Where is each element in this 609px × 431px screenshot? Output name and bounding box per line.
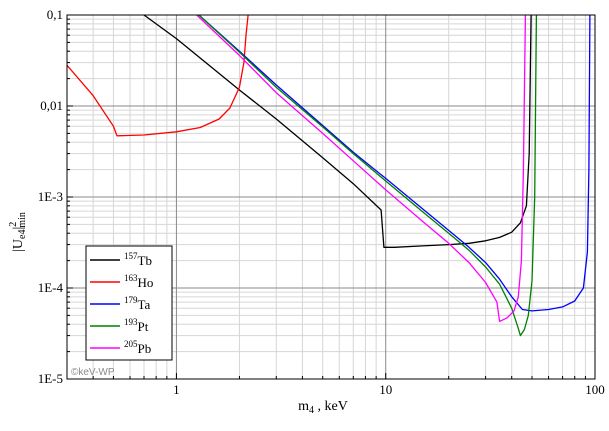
legend-label-179ta: 179Ta	[124, 295, 151, 312]
series-line-157tb	[143, 15, 532, 248]
y-tick-label: 1E-4	[38, 280, 64, 295]
y-tick-label: 0,01	[40, 98, 63, 113]
legend: 157Tb 163Ho 179Ta 193Pt 205Pb	[85, 245, 173, 361]
y-tick-label: 1E-5	[38, 371, 63, 386]
y-tick-label: 1E-3	[38, 189, 63, 204]
legend-label-205pb: 205Pb	[124, 339, 151, 356]
x-tick-label: 100	[585, 382, 605, 397]
y-tick-label: 0,1	[47, 7, 63, 22]
x-axis-label: m4 , keV	[298, 399, 348, 416]
x-tick-label: 10	[379, 382, 392, 397]
series-line-193pt	[198, 15, 538, 337]
x-tick-label: 1	[173, 382, 180, 397]
series-lines	[67, 15, 591, 337]
legend-label-193pt: 193Pt	[124, 317, 149, 334]
legend-label-157tb: 157Tb	[124, 251, 152, 268]
axis-ticks: 1 10 100 1E-5 1E-4 1E-3 0,01 0,1	[38, 7, 605, 397]
legend-box	[85, 245, 173, 361]
series-line-179ta	[198, 15, 591, 312]
watermark: ©keV-WP	[71, 367, 115, 378]
y-axis-label: |Ue4|2min	[8, 212, 28, 252]
legend-label-163ho: 163Ho	[124, 273, 153, 290]
series-line-163ho	[67, 15, 249, 137]
series-line-205pb	[196, 15, 527, 323]
